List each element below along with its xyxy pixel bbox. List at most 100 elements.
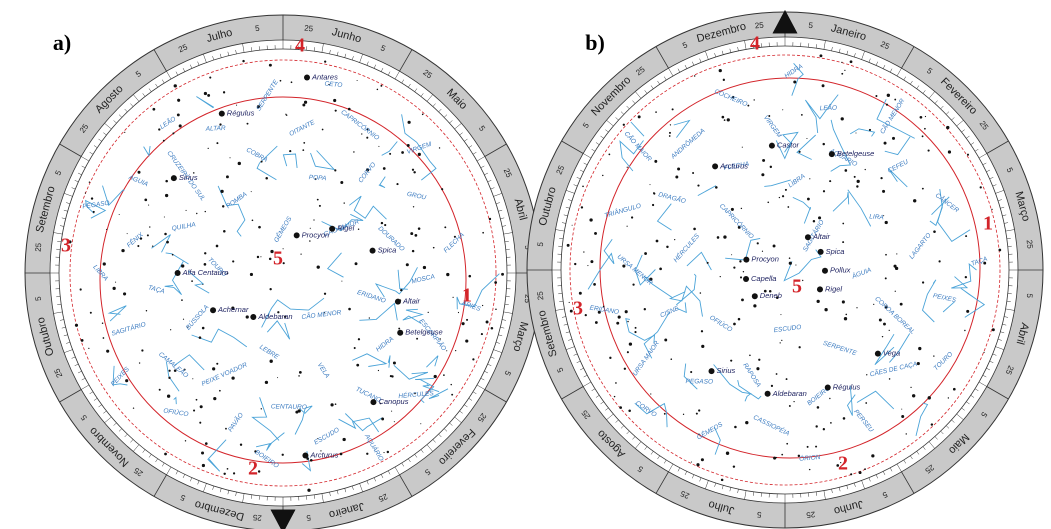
scale-tick [917, 86, 919, 89]
scale-tick [951, 420, 954, 423]
star-name: Castor [777, 141, 800, 150]
scale-tick [496, 342, 500, 343]
scale-tick [198, 62, 199, 66]
scale-tick [824, 491, 826, 500]
star-name: Arcturus [309, 450, 338, 459]
scale-tick [103, 411, 106, 413]
scale-tick [473, 152, 476, 154]
scale-tick [577, 361, 581, 363]
star-dot [465, 339, 468, 342]
scale-tick [946, 426, 949, 429]
star-dot [260, 256, 261, 257]
star-dot [786, 443, 788, 445]
scale-tick [929, 442, 935, 449]
star-dot [918, 347, 921, 350]
scale-tick [251, 47, 252, 51]
star-dot [933, 355, 934, 356]
star-dot [659, 267, 662, 270]
star-dot [443, 374, 445, 376]
star-dot [767, 201, 769, 203]
scale-tick [621, 112, 624, 115]
scale-tick [962, 130, 965, 132]
star-dot [384, 224, 386, 226]
star-dot [627, 226, 628, 227]
star-dot [845, 169, 848, 172]
planisphere: Janeiro525Fevereiro525Março525Abril525Ma… [527, 10, 1043, 528]
star-dot [348, 308, 351, 311]
star-dot [185, 210, 186, 211]
scale-tick [156, 459, 158, 462]
scale-tick [745, 41, 747, 50]
star-dot [207, 94, 210, 97]
star-dot [319, 205, 321, 207]
star-dot [842, 241, 844, 243]
star-dot [196, 213, 197, 214]
star-dot [799, 346, 801, 348]
scale-tick [60, 320, 64, 321]
day-label: 25 [1025, 239, 1035, 249]
star-dot [202, 327, 205, 330]
star-dot [204, 263, 207, 266]
scale-tick [505, 304, 509, 305]
star-dot [664, 339, 667, 342]
scale-tick [627, 106, 630, 109]
scale-tick [596, 395, 599, 397]
scale-tick [957, 120, 964, 126]
star-dot [938, 260, 940, 262]
star-dot [865, 169, 866, 170]
star-dot [741, 298, 744, 301]
star-dot [675, 176, 678, 179]
scale-tick [580, 368, 584, 370]
star-dot [880, 177, 882, 179]
star-dot [632, 284, 634, 286]
star-dot [692, 172, 694, 174]
star-dot [246, 315, 249, 318]
scale-tick [1004, 317, 1008, 318]
star-name: Deneb [760, 291, 782, 300]
scale-tick [700, 59, 701, 63]
star-dot [216, 363, 218, 365]
star-dot [733, 323, 736, 326]
star-dot [137, 245, 139, 247]
marker-number: 4 [750, 33, 760, 55]
star-dot [400, 289, 402, 291]
scale-tick [584, 375, 588, 377]
star-dot [672, 108, 674, 110]
scale-tick [133, 445, 139, 452]
star-dot [125, 379, 128, 382]
star-dot [444, 226, 446, 228]
scale-tick [502, 226, 506, 227]
star-dot [922, 281, 924, 283]
page: {"panels": [ {"label": "a)", "months": [… [0, 0, 1051, 529]
scale-tick [504, 312, 513, 314]
scale-tick [460, 411, 463, 413]
star-dot [458, 312, 459, 313]
scale-tick [658, 456, 660, 459]
scale-tick [941, 106, 944, 109]
star-dot [567, 244, 570, 247]
star-dot [758, 359, 760, 361]
star-name: Alfa Centauro [182, 268, 229, 277]
scale-tick [1004, 223, 1008, 224]
star-dot [572, 225, 573, 226]
star-dot [354, 347, 356, 349]
scale-tick [566, 207, 570, 208]
star-dot [344, 202, 345, 203]
star-dot [595, 321, 598, 324]
scale-tick [722, 485, 723, 489]
scale-tick [583, 382, 591, 387]
star-dot [381, 222, 383, 224]
star-dot [80, 288, 82, 290]
star-dot [158, 128, 160, 130]
scale-tick [114, 423, 117, 426]
scale-tick [125, 109, 128, 112]
scale-tick [971, 395, 974, 397]
star-dot [569, 302, 570, 303]
scale-tick [979, 154, 987, 159]
day-label: 25 [754, 20, 764, 30]
scale-tick [81, 385, 89, 390]
star-dot [300, 253, 301, 254]
star-dot [383, 452, 384, 453]
bright-star [805, 234, 811, 240]
scale-tick [183, 68, 185, 72]
